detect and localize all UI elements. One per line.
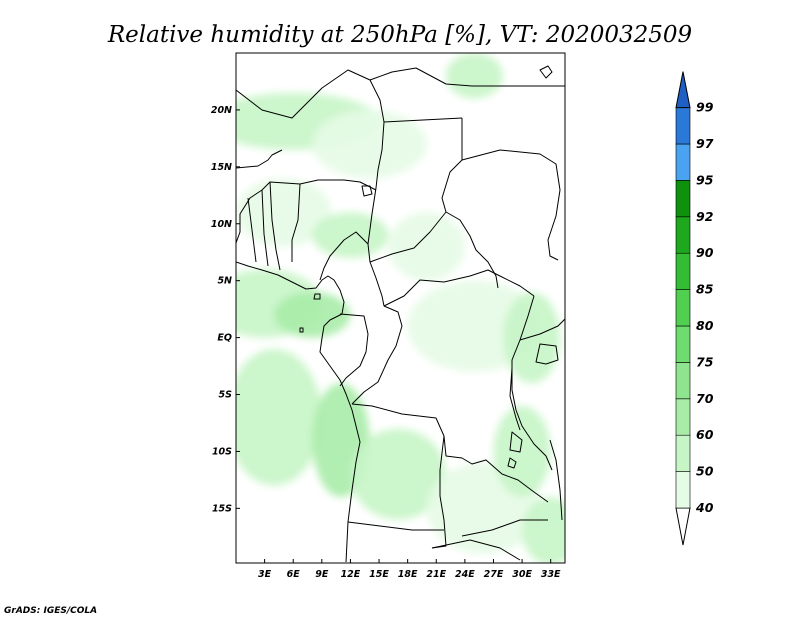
y-tick-label: 20N xyxy=(211,105,232,116)
colorbar-label: 60 xyxy=(696,427,714,442)
colorbar-label: 50 xyxy=(696,464,714,479)
grads-credit: GrADS: IGES/COLA xyxy=(4,606,97,616)
humidity-patch xyxy=(236,349,322,486)
colorbar-label: 90 xyxy=(696,245,714,260)
map-title: Relative humidity at 250hPa [%], VT: 202… xyxy=(107,22,692,48)
x-tick-label: 3E xyxy=(258,569,272,580)
map-panel: 3E 6E 9E 12E 15E 18E 21E 24E 27E 30E 33E 20N 15N 10N… xyxy=(211,52,566,580)
country-borders xyxy=(236,65,565,563)
x-tick-label: 18E xyxy=(398,569,418,580)
colorbar-label: 75 xyxy=(696,354,714,369)
humidity-patch xyxy=(445,53,504,99)
y-tick-label: 15N xyxy=(211,162,232,173)
x-tick-label: 27E xyxy=(484,569,504,580)
colorbar-segment xyxy=(675,434,691,472)
colorbar-label: 70 xyxy=(696,391,714,406)
colorbar-label: 97 xyxy=(696,136,714,151)
humidity-patch xyxy=(503,292,561,384)
humidity-patch xyxy=(388,212,465,281)
colorbar-top-arrow xyxy=(675,71,691,109)
x-tick-label: 24E xyxy=(455,569,475,580)
y-tick-label: 10N xyxy=(211,219,232,230)
colorbar-legend: 40 50 60 70 75 80 85 90 92 95 97 99 xyxy=(675,71,714,546)
colorbar-segment xyxy=(675,398,691,436)
colorbar-segment xyxy=(675,471,691,509)
x-tick-label: 21E xyxy=(426,569,446,580)
humidity-patch xyxy=(522,496,565,563)
map-frame xyxy=(235,52,566,564)
colorbar-label: 85 xyxy=(696,282,714,297)
y-tick-label: 5S xyxy=(219,390,233,401)
x-tick-label: 33E xyxy=(541,569,561,580)
x-tick-label: 30E xyxy=(512,569,532,580)
colorbar-segment xyxy=(675,289,691,327)
humidity-patch xyxy=(236,178,332,247)
colorbar-bottom-arrow xyxy=(675,507,691,546)
humidity-shading xyxy=(236,53,565,563)
x-tick-label: 15E xyxy=(369,569,389,580)
x-tick-label: 9E xyxy=(315,569,329,580)
colorbar-segment xyxy=(675,180,691,218)
x-tick-label: 6E xyxy=(287,569,301,580)
humidity-patch xyxy=(312,109,427,179)
colorbar-segment xyxy=(675,216,691,254)
y-tick-label: 10S xyxy=(212,446,232,457)
colorbar-label: 92 xyxy=(696,209,713,224)
humidity-patch xyxy=(350,428,446,520)
colorbar-segment xyxy=(675,362,691,400)
colorbar-label: 80 xyxy=(696,318,714,333)
x-tick-label: 12E xyxy=(341,569,361,580)
latitude-axis: 20N 15N 10N 5N EQ 5S 10S 15S xyxy=(211,105,240,514)
y-tick-label: 5N xyxy=(217,276,232,287)
colorbar-segment xyxy=(675,325,691,363)
colorbar-segment xyxy=(675,107,691,145)
colorbar-segment xyxy=(675,252,691,290)
colorbar-label: 40 xyxy=(695,500,714,515)
humidity-patch xyxy=(493,405,551,497)
humidity-patch xyxy=(274,292,351,338)
colorbar-segment xyxy=(675,143,691,181)
colorbar-label: 99 xyxy=(696,100,714,115)
colorbar-label: 95 xyxy=(696,172,714,187)
y-tick-label: EQ xyxy=(217,333,232,344)
longitude-axis: 3E 6E 9E 12E 15E 18E 21E 24E 27E 30E 33E xyxy=(258,559,561,580)
y-tick-label: 15S xyxy=(212,503,232,514)
